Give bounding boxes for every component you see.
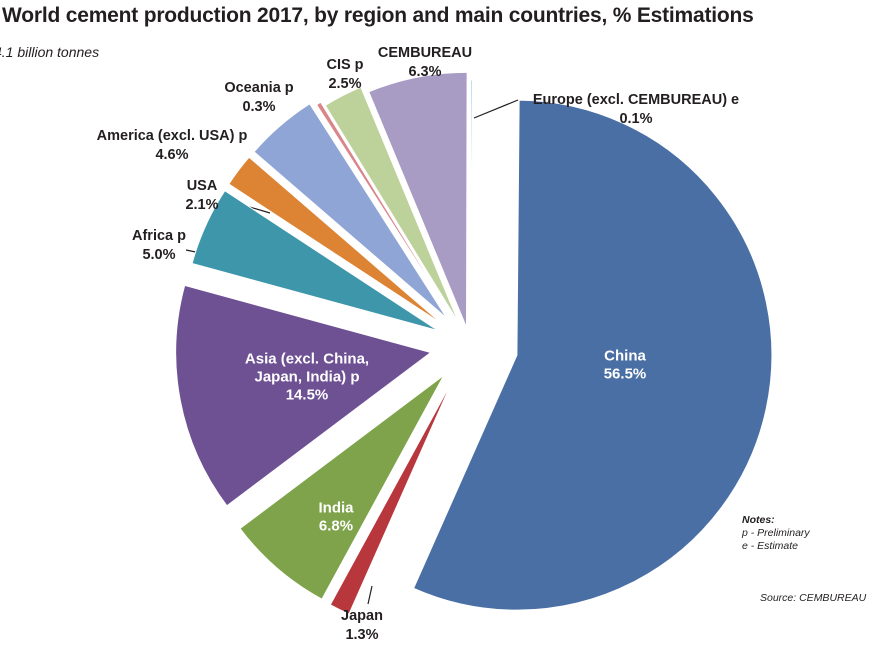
notes-heading: Notes: (742, 514, 775, 526)
pie-slice-usa (228, 156, 443, 325)
pie-slice-oceania-p (315, 101, 455, 320)
note-estimate: e - Estimate (742, 540, 799, 552)
value-label-america-p: 4.6% (155, 147, 188, 163)
note-preliminary: p - Preliminary (742, 527, 810, 539)
slice-label-japan: Japan (341, 608, 383, 624)
value-label-usa: 2.1% (185, 197, 218, 213)
value-label-cembureau: 6.3% (408, 64, 441, 80)
value-label-cis-p: 2.5% (328, 76, 361, 92)
slice-label-oceania-p: Oceania p (224, 80, 293, 96)
slice-label-europe-e: Europe (excl. CEMBUREAU) e (533, 92, 739, 108)
slice-label-cis-p: CIS p (326, 57, 363, 73)
value-label-asia-p: 14.5% (286, 386, 329, 403)
value-label-india: 6.8% (319, 517, 353, 534)
pie-slice-cembureau (368, 71, 468, 328)
pie-slice-asia-p (175, 284, 432, 507)
value-label-china: 56.5% (604, 365, 647, 382)
pie-slice-china (412, 99, 773, 611)
pie-slice-cis-p (324, 86, 460, 323)
slice-label-india: India (318, 499, 354, 516)
value-label-oceania-p: 0.3% (242, 99, 275, 115)
leader-line-japan (367, 585, 373, 605)
pie-slice-america-p (253, 103, 448, 319)
notes-box: Notes: p - Preliminary e - Estimate (742, 514, 810, 553)
value-label-africa-p: 5.0% (142, 247, 175, 263)
leader-line-europe-e (473, 99, 519, 119)
pie-slice-india (239, 374, 445, 600)
slice-label-america-p: America (excl. USA) p (97, 128, 248, 144)
pie-slice-japan (329, 380, 453, 615)
slice-label-africa-p: Africa p (132, 228, 186, 244)
slice-label-cembureau: CEMBUREAU (378, 45, 472, 61)
value-label-europe-e: 0.1% (619, 111, 652, 127)
chart-title: World cement production 2017, by region … (2, 4, 754, 27)
slice-label-asia-p: Asia (excl. China, (245, 350, 369, 367)
slice-label-china: China (604, 347, 646, 364)
pie-slice-africa-p (191, 190, 439, 332)
slice-label-usa: USA (187, 178, 218, 194)
slice-label-asia-p: Japan, India) p (254, 368, 359, 385)
pie-slice-europe-e (469, 79, 473, 336)
source-note: Source: CEMBUREAU (760, 592, 867, 604)
value-label-japan: 1.3% (345, 627, 378, 643)
chart-subtitle: 4.1 billion tonnes (0, 44, 100, 60)
